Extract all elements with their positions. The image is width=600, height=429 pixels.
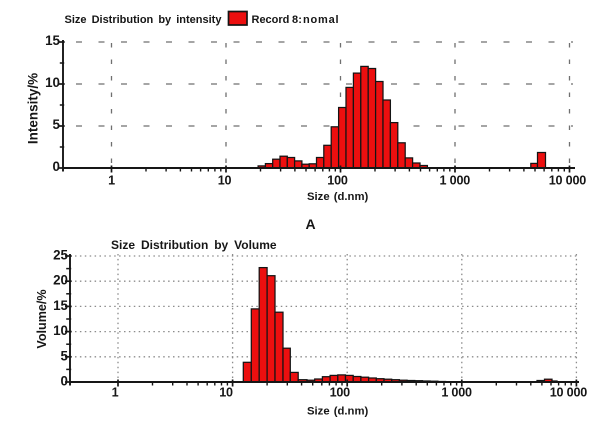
svg-text:8: 8 bbox=[292, 14, 298, 26]
svg-text:Record: Record bbox=[252, 14, 290, 26]
svg-text:Size (d.nm): Size (d.nm) bbox=[307, 191, 368, 203]
svg-text:Size Distribution by Volume: Size Distribution by Volume bbox=[111, 238, 277, 252]
svg-text:5: 5 bbox=[53, 117, 61, 132]
svg-text:10 000: 10 000 bbox=[550, 386, 588, 400]
svg-text:1 000: 1 000 bbox=[441, 386, 472, 400]
svg-text:100: 100 bbox=[327, 174, 348, 188]
svg-text:Intensity/%: Intensity/% bbox=[26, 73, 41, 144]
svg-text:10 000: 10 000 bbox=[549, 174, 587, 188]
svg-text:15: 15 bbox=[45, 33, 60, 48]
svg-text::: : bbox=[298, 14, 302, 26]
svg-text:10: 10 bbox=[45, 75, 60, 90]
svg-text:nomal: nomal bbox=[303, 14, 339, 26]
svg-text:1 000: 1 000 bbox=[440, 174, 471, 188]
svg-text:15: 15 bbox=[53, 298, 68, 313]
svg-text:100: 100 bbox=[330, 386, 351, 400]
svg-text:1: 1 bbox=[108, 174, 115, 188]
svg-text:10: 10 bbox=[53, 323, 68, 338]
svg-text:Size (d.nm): Size (d.nm) bbox=[307, 406, 368, 418]
svg-text:A: A bbox=[306, 216, 316, 232]
svg-text:Volume/%: Volume/% bbox=[35, 289, 49, 348]
svg-text:0: 0 bbox=[61, 374, 68, 389]
svg-text:1: 1 bbox=[112, 386, 119, 400]
svg-text:10: 10 bbox=[218, 174, 232, 188]
svg-text:20: 20 bbox=[53, 273, 68, 288]
svg-text:0: 0 bbox=[53, 159, 60, 174]
svg-text:Size Distribution by intensity: Size Distribution by intensity bbox=[65, 14, 223, 26]
svg-text:10: 10 bbox=[219, 386, 233, 400]
svg-text:5: 5 bbox=[61, 348, 69, 363]
svg-text:25: 25 bbox=[53, 248, 68, 263]
